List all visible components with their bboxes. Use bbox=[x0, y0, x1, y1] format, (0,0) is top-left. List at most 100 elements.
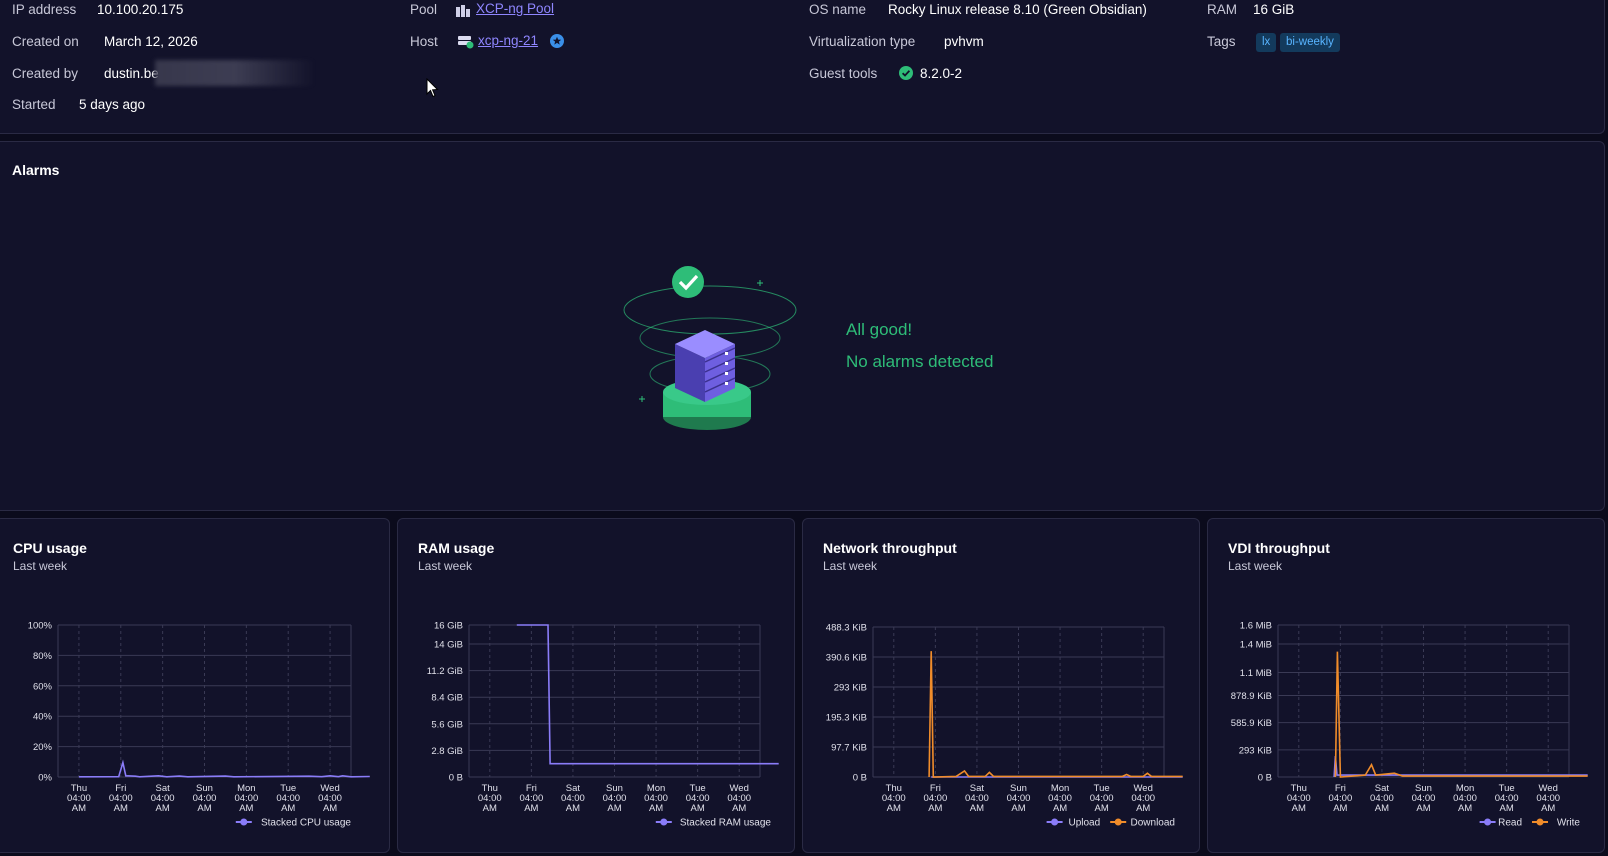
os-value: Rocky Linux release 8.10 (Green Obsidian… bbox=[888, 2, 1147, 17]
y-tick-label: 20% bbox=[33, 742, 53, 753]
ip-value: 10.100.20.175 bbox=[97, 2, 184, 17]
x-tick-label: Mon bbox=[647, 783, 665, 794]
y-tick-label: 8.4 GiB bbox=[431, 693, 463, 704]
x-tick-label: 04:00 bbox=[882, 793, 906, 804]
pool-link[interactable]: XCP-ng Pool bbox=[476, 1, 555, 16]
created-by-value: dustin.be bbox=[104, 66, 159, 81]
y-tick-label: 585.9 KiB bbox=[1231, 718, 1272, 729]
legend-label: Download bbox=[1131, 818, 1175, 829]
x-tick-label: AM bbox=[691, 803, 705, 814]
y-tick-label: 5.6 GiB bbox=[431, 719, 463, 730]
alarms-message: No alarms detected bbox=[846, 352, 994, 371]
x-tick-label: Tue bbox=[1094, 783, 1110, 794]
x-tick-label: AM bbox=[607, 803, 621, 814]
x-tick-label: AM bbox=[732, 803, 746, 814]
x-tick-label: Fri bbox=[115, 783, 126, 794]
created-on-label: Created on bbox=[12, 34, 79, 49]
x-tick-label: 04:00 bbox=[965, 793, 989, 804]
x-tick-label: Sun bbox=[196, 783, 213, 794]
x-tick-label: 04:00 bbox=[276, 793, 300, 804]
x-tick-label: AM bbox=[1095, 803, 1109, 814]
y-tick-label: 60% bbox=[33, 681, 53, 692]
x-tick-label: 04:00 bbox=[234, 793, 258, 804]
y-tick-label: 11.2 GiB bbox=[427, 666, 463, 677]
x-tick-label: 04:00 bbox=[1048, 793, 1072, 804]
cpu-usage-chart: 100%80%60%40%20%0%Thu04:00AMFri04:00AMSa… bbox=[28, 621, 370, 829]
x-tick-label: 04:00 bbox=[644, 793, 668, 804]
chart-title: Network throughput bbox=[823, 540, 957, 556]
chart-title: RAM usage bbox=[418, 540, 495, 556]
x-tick-label: Tue bbox=[690, 783, 706, 794]
alarms-status: All good! bbox=[846, 320, 913, 339]
network-throughput-chart: 488.3 KiB 390.6 KiB 293 KiB 195.3 KiB 97.7 K… bbox=[826, 623, 1183, 829]
primary-host-star-icon bbox=[550, 34, 564, 53]
x-tick-label: Sat bbox=[156, 783, 171, 794]
tag-lx[interactable]: lx bbox=[1256, 33, 1277, 52]
created-by-label: Created by bbox=[12, 66, 79, 81]
x-tick-label: Thu bbox=[71, 783, 87, 794]
x-tick-label: AM bbox=[1333, 803, 1347, 814]
y-tick-label: 40% bbox=[33, 712, 53, 723]
ram-label: RAM bbox=[1207, 2, 1237, 17]
y-tick-label: 878.9 KiB bbox=[1231, 691, 1272, 702]
x-tick-label: 04:00 bbox=[478, 793, 502, 804]
legend-marker bbox=[1484, 818, 1492, 826]
x-tick-label: Fri bbox=[526, 783, 537, 794]
y-tick-label: 293 KiB bbox=[834, 683, 867, 694]
series-line bbox=[78, 759, 370, 778]
y-tick-label: 2.8 GiB bbox=[431, 746, 463, 757]
x-tick-label: AM bbox=[281, 803, 295, 814]
x-tick-label: AM bbox=[1541, 803, 1555, 814]
y-tick-label: 1.6 MiB bbox=[1240, 621, 1272, 632]
series-line bbox=[516, 624, 779, 765]
chart-title: CPU usage bbox=[13, 540, 87, 556]
tag-bi-weekly[interactable]: bi-weekly bbox=[1280, 33, 1340, 52]
guest-tools-value: 8.2.0-2 bbox=[920, 66, 963, 81]
legend-marker bbox=[240, 818, 248, 826]
virt-label: Virtualization type bbox=[809, 34, 916, 49]
x-tick-label: 04:00 bbox=[67, 793, 91, 804]
x-tick-label: AM bbox=[887, 803, 901, 814]
cpu-usage-panel: CPU usage Last week 100% 80% 60% 40% 20% 0% Th… bbox=[0, 518, 390, 853]
x-tick-label: AM bbox=[323, 803, 337, 814]
x-tick-label: 04:00 bbox=[519, 793, 543, 804]
y-tick-label: 488.3 KiB bbox=[826, 623, 867, 634]
x-tick-label: 04:00 bbox=[1412, 793, 1436, 804]
x-tick-label: AM bbox=[1500, 803, 1514, 814]
network-throughput-panel: Network throughput Last week 488.3 KiB 39… bbox=[802, 518, 1200, 853]
host-link[interactable]: xcp-ng-21 bbox=[478, 33, 539, 48]
redacted-blur bbox=[155, 60, 315, 86]
x-tick-label: 04:00 bbox=[318, 793, 342, 804]
x-tick-label: 04:00 bbox=[1495, 793, 1519, 804]
chart-subtitle: Last week bbox=[13, 559, 68, 573]
x-tick-label: 04:00 bbox=[1090, 793, 1114, 804]
x-tick-label: Wed bbox=[320, 783, 339, 794]
x-tick-label: AM bbox=[483, 803, 497, 814]
x-tick-label: Sun bbox=[1415, 783, 1432, 794]
legend-marker bbox=[1051, 818, 1059, 826]
chart-title: VDI throughput bbox=[1228, 540, 1330, 556]
x-tick-label: AM bbox=[1375, 803, 1389, 814]
x-tick-label: AM bbox=[114, 803, 128, 814]
x-tick-label: AM bbox=[156, 803, 170, 814]
alarms-panel bbox=[0, 141, 1605, 511]
x-tick-label: 04:00 bbox=[151, 793, 175, 804]
x-tick-label: AM bbox=[197, 803, 211, 814]
virt-value: pvhvm bbox=[944, 34, 984, 49]
y-tick-label: 390.6 KiB bbox=[826, 653, 867, 664]
vdi-throughput-chart: 1.6 MiB 1.4 MiB 1.1 MiB 878.9 KiB 585.9 KiB 2… bbox=[1231, 621, 1588, 829]
x-tick-label: 04:00 bbox=[686, 793, 710, 804]
x-tick-label: AM bbox=[649, 803, 663, 814]
y-tick-label: 0 B bbox=[853, 773, 867, 784]
created-on-value: March 12, 2026 bbox=[104, 34, 198, 49]
ram-value: 16 GiB bbox=[1253, 2, 1295, 17]
x-tick-label: 04:00 bbox=[1131, 793, 1155, 804]
x-tick-label: AM bbox=[1458, 803, 1472, 814]
x-tick-label: Wed bbox=[730, 783, 749, 794]
x-tick-label: AM bbox=[1292, 803, 1306, 814]
server-illustration bbox=[623, 266, 797, 430]
legend-marker bbox=[1114, 818, 1122, 826]
chart-subtitle: Last week bbox=[823, 559, 878, 573]
y-tick-label: 14 GiB bbox=[434, 640, 463, 651]
x-tick-label: 04:00 bbox=[1287, 793, 1311, 804]
